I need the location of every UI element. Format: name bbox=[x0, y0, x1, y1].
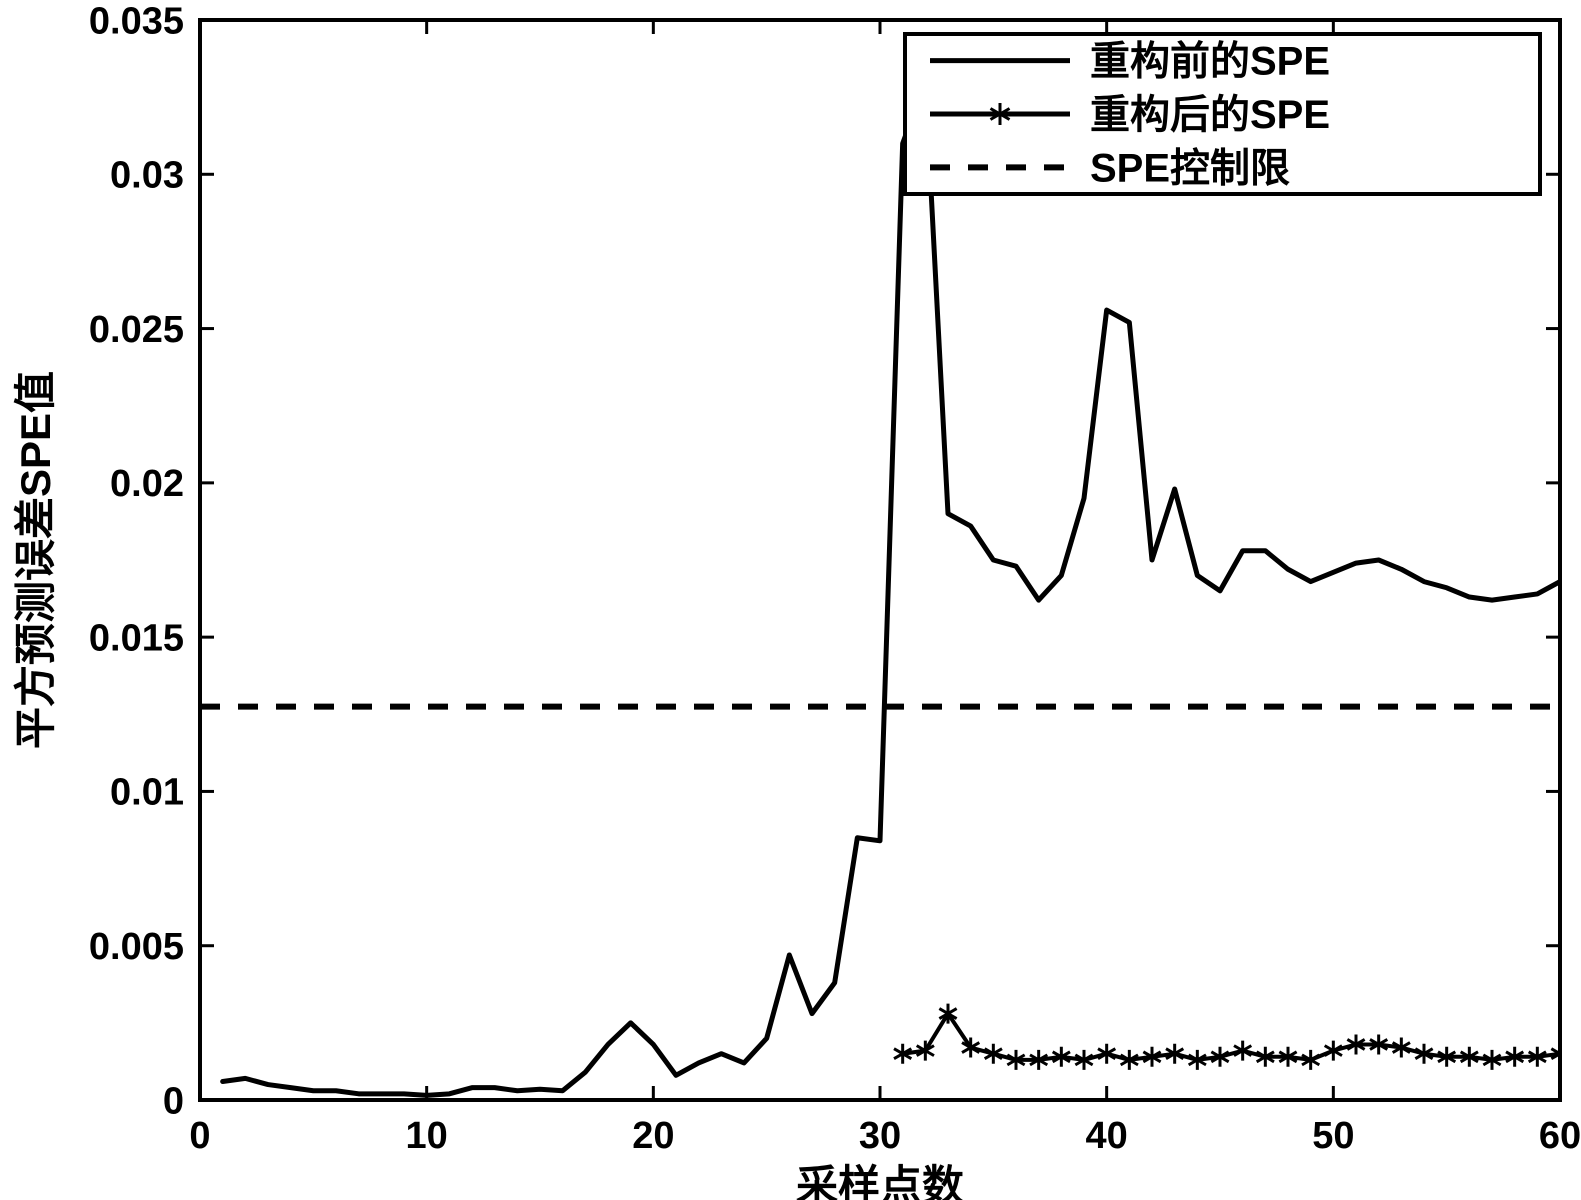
chart-svg: 0 10 20 30 40 50 60 0 0.005 0.01 0.015 0.02 0.025 0.0… bbox=[0, 0, 1581, 1200]
x-axis-label: 采样点数 bbox=[796, 1162, 964, 1200]
y-tick-label: 0.025 bbox=[89, 309, 184, 351]
x-tick-label: 40 bbox=[1086, 1115, 1128, 1157]
legend: 重构前的SPE 重构后的SPE SPE控制限 bbox=[905, 34, 1540, 194]
x-tick-label: 50 bbox=[1312, 1115, 1354, 1157]
y-tick-label: 0.035 bbox=[89, 0, 184, 42]
y-tick-label: 0.02 bbox=[110, 463, 184, 505]
x-tick-label: 20 bbox=[632, 1115, 674, 1157]
y-tick-label: 0.015 bbox=[89, 617, 184, 659]
legend-item-label: 重构后的SPE bbox=[1090, 93, 1330, 137]
y-tick-label: 0 bbox=[163, 1080, 184, 1122]
legend-item-label: SPE控制限 bbox=[1090, 146, 1290, 190]
x-tick-label: 30 bbox=[859, 1115, 901, 1157]
y-tick-label: 0.03 bbox=[110, 155, 184, 197]
y-tick-label: 0.01 bbox=[110, 772, 184, 814]
spe-chart: 0 10 20 30 40 50 60 0 0.005 0.01 0.015 0.02 0.025 0.0… bbox=[0, 0, 1581, 1200]
legend-item-label: 重构前的SPE bbox=[1090, 40, 1330, 84]
x-tick-label: 0 bbox=[189, 1115, 210, 1157]
x-tick-label: 10 bbox=[406, 1115, 448, 1157]
x-tick-label: 60 bbox=[1539, 1115, 1581, 1157]
y-tick-label: 0.005 bbox=[89, 926, 184, 968]
y-axis-label: 平方预测误差SPE值 bbox=[12, 371, 59, 749]
